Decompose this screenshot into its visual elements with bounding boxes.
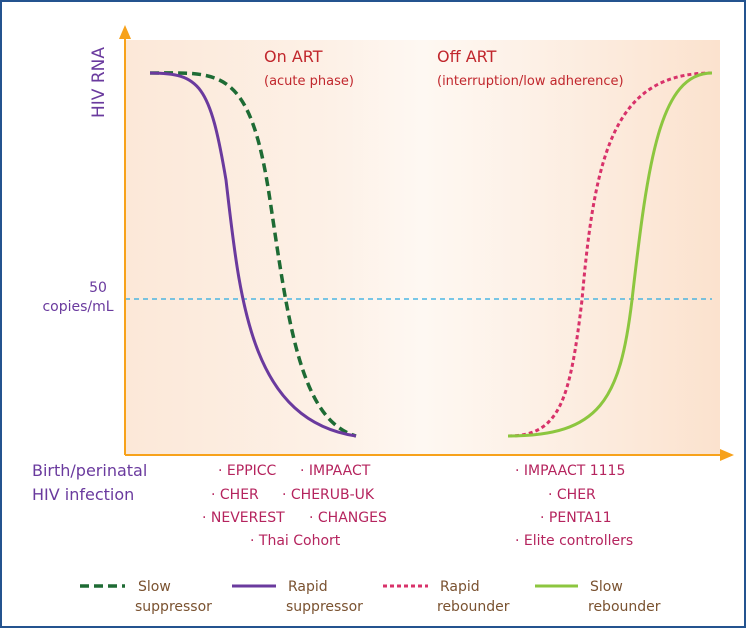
- threshold-unit: copies/mL: [42, 299, 113, 315]
- off-art-title: Off ART: [437, 47, 497, 66]
- study-impaact: · IMPAACT: [300, 463, 371, 479]
- x-axis-label-line1: Birth/perinatal: [32, 461, 147, 480]
- legend-label-rapid-suppressor-1: Rapid: [288, 579, 328, 595]
- study-elite-controllers: · Elite controllers: [515, 533, 633, 549]
- legend-label-slow-suppressor-1: Slow: [138, 579, 171, 595]
- threshold-value: 50: [89, 280, 107, 296]
- x-axis-arrowhead: [720, 449, 734, 461]
- legend-label-slow-suppressor-2: suppressor: [135, 599, 212, 615]
- x-axis-label-line2: HIV infection: [32, 485, 134, 504]
- study-cher-2: · CHER: [548, 487, 596, 503]
- series-line-rapid-suppressor: [149, 71, 357, 438]
- study-eppicc: · EPPICC: [218, 463, 277, 479]
- study-impaact-1115: · IMPAACT 1115: [515, 463, 625, 479]
- on-art-title: On ART: [264, 47, 323, 66]
- study-thai-cohort: · Thai Cohort: [250, 533, 341, 549]
- y-axis-arrowhead: [119, 25, 131, 39]
- on-art-studies: · EPPICC · IMPAACT · CHER · CHERUB-UK · …: [202, 463, 387, 549]
- off-art-subtitle: (interruption/low adherence): [437, 74, 624, 89]
- legend-label-slow-rebounder-1: Slow: [590, 579, 623, 595]
- legend-label-rapid-suppressor-2: suppressor: [286, 599, 363, 615]
- legend-label-rapid-rebounder-1: Rapid: [440, 579, 480, 595]
- x-axis-label: Birth/perinatal HIV infection: [32, 461, 152, 504]
- off-art-studies: · IMPAACT 1115 · CHER · PENTA11 · Elite …: [515, 463, 633, 549]
- study-cherub-uk: · CHERUB-UK: [282, 487, 375, 503]
- legend: Slow suppressor Rapid suppressor Rapid r…: [80, 579, 661, 615]
- study-neverest: · NEVEREST: [202, 510, 285, 526]
- legend-label-rapid-rebounder-2: rebounder: [437, 599, 510, 615]
- series-line-rapid-rebounder: [507, 71, 713, 438]
- series-line-slow-suppressor: [149, 71, 357, 438]
- study-penta11: · PENTA11: [540, 510, 612, 526]
- legend-label-slow-rebounder-2: rebounder: [588, 599, 661, 615]
- study-changes: · CHANGES: [309, 510, 387, 526]
- on-art-panel: [125, 40, 422, 455]
- y-axis-label: HIV RNA: [89, 47, 109, 118]
- series-line-slow-rebounder: [507, 71, 713, 438]
- study-cher: · CHER: [211, 487, 259, 503]
- on-art-subtitle: (acute phase): [264, 74, 354, 89]
- off-art-panel: [422, 40, 720, 455]
